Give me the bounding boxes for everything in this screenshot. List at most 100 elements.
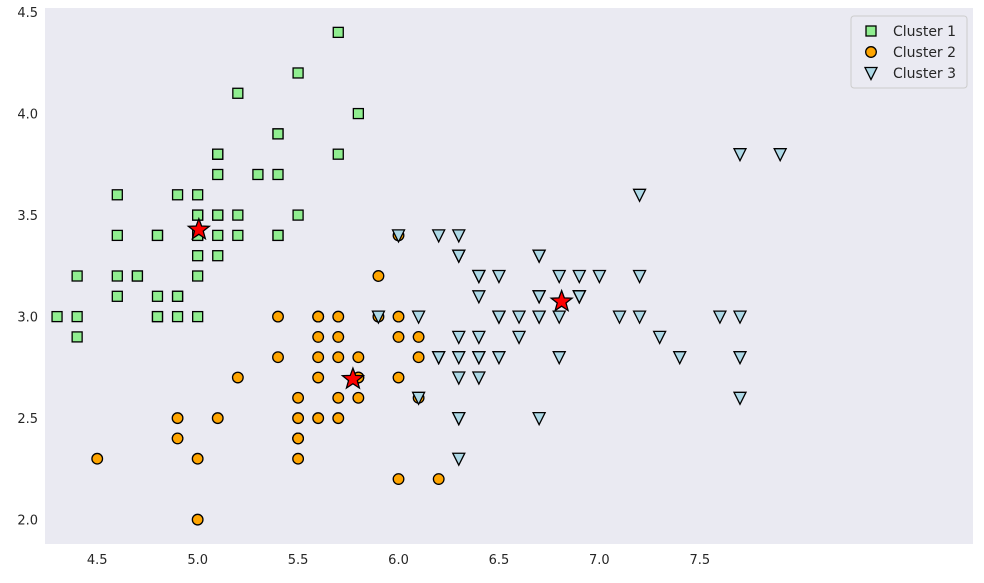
data-point	[471, 290, 486, 305]
centroid-markers	[186, 216, 574, 390]
data-point	[151, 290, 164, 302]
data-point	[332, 412, 345, 425]
data-point	[192, 250, 204, 262]
data-point	[632, 269, 647, 284]
data-point	[592, 269, 607, 284]
data-point	[211, 412, 224, 425]
data-point	[451, 229, 466, 244]
data-point	[471, 371, 486, 386]
data-point	[352, 391, 365, 404]
legend-marker	[863, 66, 879, 81]
data-point	[412, 330, 425, 343]
data-point	[431, 229, 446, 244]
data-point	[312, 371, 325, 384]
data-point	[192, 310, 204, 323]
data-point	[292, 209, 304, 221]
data-point	[392, 310, 405, 323]
x-tick-label: 5.0	[187, 553, 208, 568]
data-point	[471, 351, 486, 366]
data-point	[131, 270, 144, 282]
data-point	[532, 249, 547, 264]
data-point	[732, 391, 748, 406]
y-tick-label: 2.0	[17, 514, 38, 529]
x-tick-label: 4.5	[87, 553, 108, 568]
data-point	[451, 371, 466, 386]
data-point	[171, 412, 184, 425]
centroid-star	[549, 288, 574, 312]
data-point	[312, 310, 325, 323]
data-point	[411, 310, 426, 325]
data-point	[352, 351, 365, 364]
data-point	[212, 229, 224, 242]
plot-area	[45, 8, 973, 544]
legend-box	[850, 15, 968, 89]
data-point	[332, 310, 345, 323]
data-point	[192, 209, 204, 221]
data-point	[191, 513, 204, 526]
data-point	[712, 310, 727, 325]
data-point	[532, 411, 547, 427]
data-point	[411, 391, 426, 406]
y-tick-label: 4.5	[17, 6, 38, 21]
y-tick-label: 4.0	[17, 108, 38, 123]
legend-label: Cluster 3	[893, 66, 956, 82]
data-point	[212, 209, 224, 221]
data-point	[471, 330, 486, 345]
data-point	[292, 412, 305, 425]
data-point	[111, 290, 123, 302]
data-point	[171, 290, 184, 302]
data-point	[451, 351, 466, 366]
data-point	[312, 330, 325, 343]
legend-label: Cluster 1	[893, 24, 956, 40]
data-point	[451, 330, 466, 345]
data-point	[71, 270, 83, 282]
data-point	[212, 250, 224, 262]
data-point	[392, 473, 405, 485]
data-point	[552, 351, 567, 366]
centroid-star	[186, 216, 212, 241]
data-point	[292, 432, 305, 445]
data-point	[732, 148, 748, 163]
data-point	[451, 249, 466, 264]
data-point	[292, 391, 305, 404]
x-tick-label: 7.5	[689, 553, 710, 568]
y-tick-label: 3.5	[17, 209, 38, 224]
data-point	[332, 148, 344, 160]
x-tick-label: 6.0	[388, 553, 409, 568]
data-point	[491, 310, 507, 325]
data-point	[192, 270, 204, 282]
data-point	[451, 452, 466, 467]
data-point	[71, 331, 83, 343]
data-point	[632, 310, 647, 325]
data-point	[532, 310, 547, 325]
data-point	[111, 229, 123, 242]
data-point	[632, 188, 647, 203]
data-point	[192, 189, 204, 201]
x-tick-label: 5.5	[288, 553, 309, 568]
data-point	[552, 269, 567, 284]
data-point	[431, 351, 446, 366]
centroid-star	[340, 366, 366, 390]
data-point	[652, 330, 667, 345]
data-point	[352, 107, 365, 120]
data-point	[732, 310, 748, 325]
y-axis: 2.0 2.5 3.0 3.5 4.0 4.5	[17, 6, 38, 529]
data-point	[392, 371, 405, 384]
data-point	[572, 269, 587, 284]
data-point	[151, 310, 164, 323]
data-point	[232, 229, 244, 242]
data-point	[232, 209, 244, 221]
data-point	[272, 310, 284, 323]
data-point	[412, 351, 425, 364]
data-points	[51, 26, 788, 526]
data-point	[231, 371, 244, 384]
legend-marker	[865, 25, 877, 37]
data-point	[252, 168, 264, 181]
data-point	[272, 351, 284, 364]
data-point	[511, 310, 527, 325]
data-point	[732, 351, 748, 366]
data-point	[332, 330, 345, 343]
data-point	[151, 229, 164, 242]
data-point	[572, 290, 587, 305]
data-point	[312, 412, 325, 425]
